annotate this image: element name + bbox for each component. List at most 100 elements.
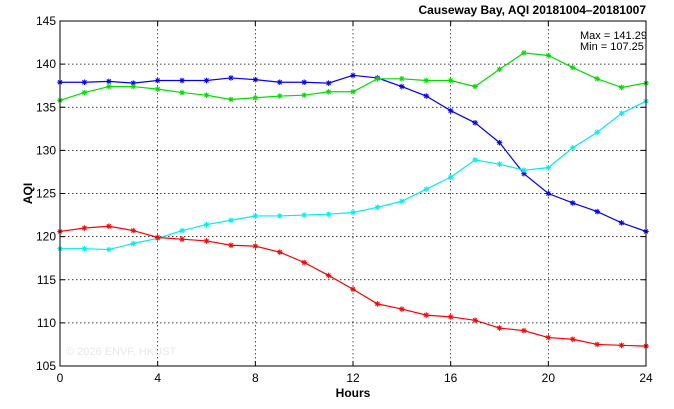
data-point	[594, 208, 600, 215]
y-tick-label: 130	[36, 143, 56, 157]
data-point	[545, 334, 552, 341]
ticks: 0 4 8 12 16 20 24 105 110 115 120 125 130 135 140 145	[36, 14, 653, 385]
data-point	[350, 88, 356, 95]
data-point	[618, 84, 625, 91]
data-point	[203, 92, 210, 98]
data-point	[496, 139, 503, 146]
y-tick-label: 140	[36, 57, 56, 71]
data-point	[521, 50, 527, 56]
data-point	[325, 80, 332, 86]
max-label: Max = 141.29	[580, 30, 647, 42]
series-layer	[57, 50, 649, 349]
data-point	[228, 75, 234, 81]
data-point	[154, 86, 161, 92]
data-point	[179, 227, 185, 234]
data-point	[545, 52, 552, 59]
data-point	[154, 77, 161, 84]
data-point	[594, 75, 600, 82]
data-point	[545, 190, 552, 197]
data-point	[569, 64, 576, 71]
data-point	[374, 301, 381, 307]
y-tick-label: 135	[36, 100, 56, 114]
data-point	[301, 259, 307, 266]
data-point	[325, 272, 332, 279]
data-point	[106, 246, 112, 253]
x-axis-title: Hours	[336, 386, 371, 400]
data-point	[472, 83, 478, 90]
data-point	[106, 83, 112, 90]
data-point	[203, 221, 210, 228]
x-tick-label: 20	[542, 371, 556, 385]
data-point	[496, 66, 503, 73]
data-point	[179, 89, 185, 96]
data-point	[399, 75, 405, 82]
data-point	[472, 157, 478, 163]
min-label: Min = 107.25	[580, 41, 644, 53]
data-point	[252, 94, 259, 101]
data-point	[81, 89, 88, 96]
data-point	[228, 96, 234, 103]
data-point	[472, 317, 478, 324]
data-point	[521, 167, 527, 174]
data-point	[252, 76, 259, 83]
data-point	[423, 312, 430, 318]
data-point	[569, 144, 576, 151]
data-point	[276, 249, 283, 255]
data-point	[399, 83, 405, 90]
data-point	[374, 75, 381, 82]
y-tick-label: 105	[36, 359, 56, 373]
data-point	[423, 77, 430, 84]
data-point	[350, 209, 356, 216]
data-point	[130, 227, 137, 234]
data-point	[106, 223, 112, 230]
data-point	[423, 186, 430, 192]
data-point	[228, 217, 234, 224]
data-point	[447, 314, 454, 320]
data-point	[594, 341, 600, 348]
y-tick-label: 145	[36, 14, 56, 28]
data-point	[106, 78, 112, 85]
data-point	[81, 245, 88, 252]
data-point	[81, 79, 88, 86]
data-point	[496, 161, 503, 167]
data-point	[618, 342, 625, 349]
data-point	[325, 211, 332, 217]
data-point	[399, 306, 405, 312]
data-point	[569, 200, 576, 206]
watermark: © 2026 ENVF, HKUST	[66, 346, 176, 358]
x-tick-label: 0	[57, 371, 64, 385]
data-point	[228, 242, 234, 249]
x-tick-label: 24	[639, 371, 653, 385]
data-point	[521, 327, 527, 334]
data-point	[350, 72, 356, 79]
data-point	[203, 238, 210, 244]
data-point	[276, 79, 283, 86]
y-tick-label: 110	[37, 316, 56, 330]
x-tick-label: 12	[346, 371, 360, 385]
x-tick-label: 16	[444, 371, 458, 385]
data-point	[447, 107, 454, 114]
y-axis-title: AQI	[21, 183, 35, 204]
data-point	[399, 198, 405, 205]
data-point	[301, 212, 307, 218]
data-point	[130, 83, 137, 90]
data-point	[154, 234, 161, 241]
data-point	[545, 164, 552, 171]
data-point	[350, 286, 356, 293]
data-point	[569, 336, 576, 343]
y-tick-label: 125	[36, 187, 56, 201]
data-point	[301, 79, 307, 86]
data-point	[496, 325, 503, 331]
data-point	[447, 77, 454, 84]
data-point	[252, 243, 259, 249]
data-point	[618, 220, 625, 226]
data-point	[447, 174, 454, 180]
data-point	[179, 236, 185, 243]
data-point	[179, 77, 185, 84]
data-point	[252, 213, 259, 219]
y-tick-label: 120	[36, 230, 56, 244]
data-point	[81, 225, 88, 231]
data-point	[276, 213, 283, 219]
y-tick-label: 115	[37, 273, 56, 287]
